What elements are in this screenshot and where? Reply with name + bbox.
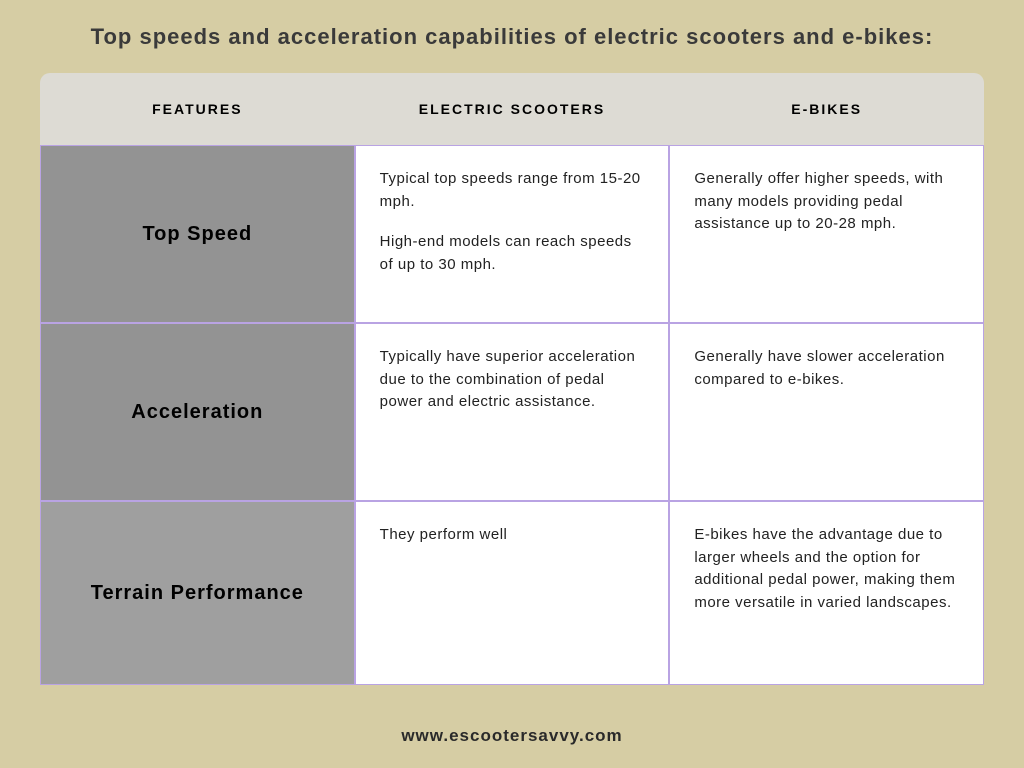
- cell-text: Typically have superior acceleration due…: [380, 346, 645, 414]
- cell-text: Generally offer higher speeds, with many…: [694, 168, 959, 236]
- table-body: Top Speed Typical top speeds range from …: [40, 145, 984, 685]
- ebikes-cell: Generally have slower acceleration compa…: [669, 323, 984, 501]
- ebikes-cell: Generally offer higher speeds, with many…: [669, 145, 984, 323]
- table-row: Top Speed Typical top speeds range from …: [40, 145, 984, 323]
- comparison-table: FEATURES ELECTRIC SCOOTERS E-BIKES Top S…: [40, 73, 984, 685]
- column-header-features: FEATURES: [40, 73, 355, 145]
- column-header-ebikes: E-BIKES: [669, 73, 984, 145]
- feature-label: Terrain Performance: [40, 501, 355, 685]
- table-row: Acceleration Typically have superior acc…: [40, 323, 984, 501]
- scooters-cell: Typical top speeds range from 15-20 mph.…: [355, 145, 670, 323]
- table-header: FEATURES ELECTRIC SCOOTERS E-BIKES: [40, 73, 984, 145]
- footer-url: www.escootersavvy.com: [0, 726, 1024, 746]
- table-row: Terrain Performance They perform well E-…: [40, 501, 984, 685]
- feature-label: Acceleration: [40, 323, 355, 501]
- cell-text: Generally have slower acceleration compa…: [694, 346, 959, 391]
- page-title: Top speeds and acceleration capabilities…: [40, 20, 984, 53]
- cell-text: Typical top speeds range from 15-20 mph.: [380, 168, 645, 213]
- scooters-cell: Typically have superior acceleration due…: [355, 323, 670, 501]
- ebikes-cell: E-bikes have the advantage due to larger…: [669, 501, 984, 685]
- feature-label: Top Speed: [40, 145, 355, 323]
- cell-text: E-bikes have the advantage due to larger…: [694, 524, 959, 614]
- column-header-scooters: ELECTRIC SCOOTERS: [355, 73, 670, 145]
- cell-text: They perform well: [380, 524, 645, 547]
- scooters-cell: They perform well: [355, 501, 670, 685]
- cell-text: High-end models can reach speeds of up t…: [380, 231, 645, 276]
